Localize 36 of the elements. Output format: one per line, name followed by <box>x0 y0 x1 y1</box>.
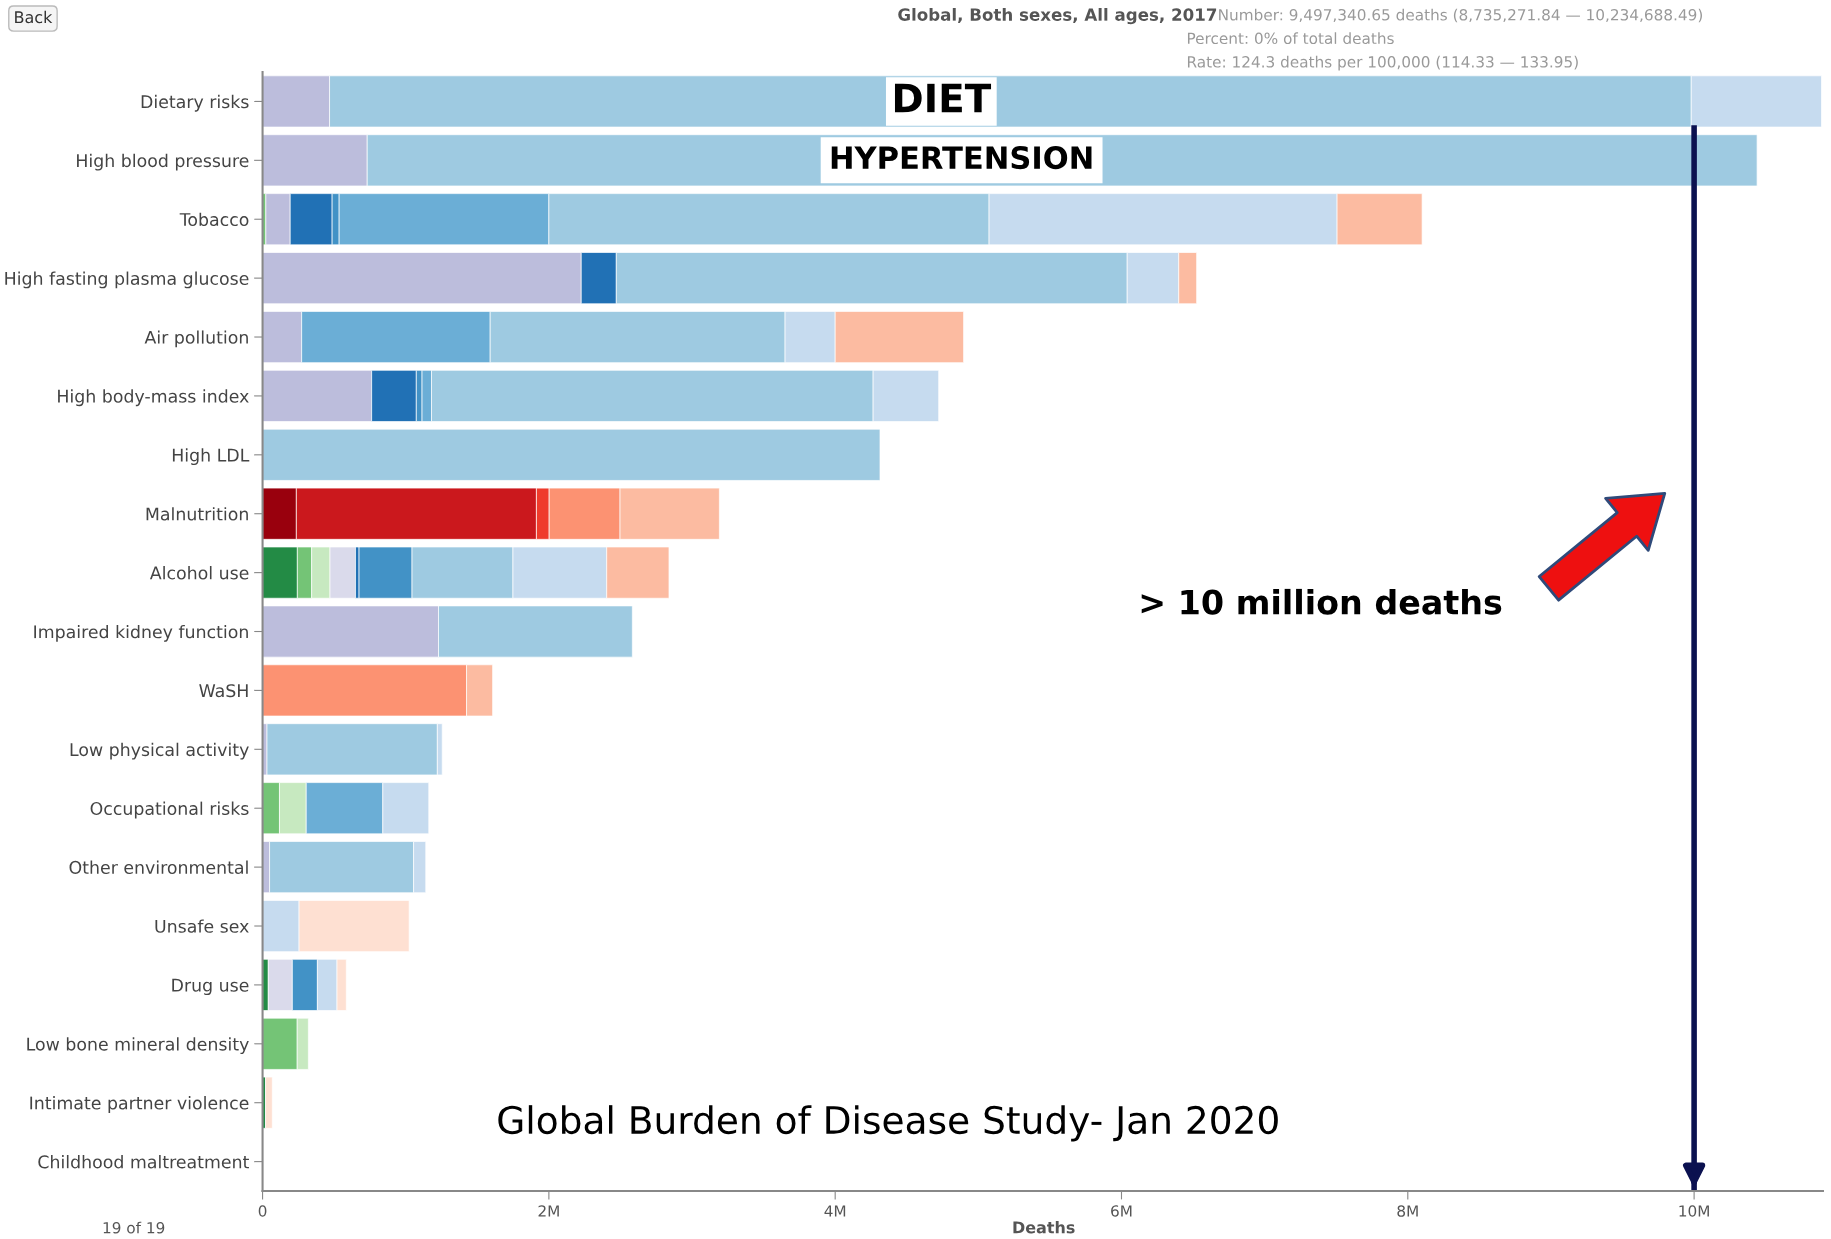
y-tick-label: Tobacco <box>179 212 249 227</box>
x-tick-label: 10M <box>1679 1205 1709 1217</box>
y-tick-label: Alcohol use <box>149 566 249 580</box>
y-tick-label: High fasting plasma glucose <box>5 271 249 289</box>
y-tick-label: Childhood maltreatment <box>38 1155 249 1169</box>
text: 19 of 19 <box>103 1221 165 1234</box>
text: Back <box>15 10 53 24</box>
text: Rate: 124.3 deaths per 100,000 (114.33 — 133.95) <box>1187 55 1578 71</box>
annotation: Global Burden of Disease Study- Jan 2020 <box>498 1105 1278 1142</box>
y-tick-label: Occupational risks <box>90 801 249 819</box>
y-tick-label: Dietary risks <box>141 94 249 112</box>
y-tick-label: High LDL <box>172 448 250 466</box>
y-tick-label: Malnutrition <box>146 507 248 521</box>
y-tick-label: Intimate partner violence <box>30 1096 249 1113</box>
y-tick-label: High blood pressure <box>77 153 249 171</box>
y-tick-label: WaSH <box>199 684 248 698</box>
y-tick-label: Low bone mineral density <box>27 1037 249 1055</box>
x-tick-label: 4M <box>824 1205 846 1217</box>
annotation: DIET <box>894 83 992 113</box>
y-tick-label: Low physical activity <box>70 742 249 760</box>
x-tick-label: 0 <box>258 1205 267 1217</box>
y-tick-label: Air pollution <box>144 330 248 348</box>
annotation: > 10 million deaths <box>1141 588 1502 615</box>
y-tick-label: Unsafe sex <box>155 919 249 933</box>
x-axis-title: Deaths <box>1013 1221 1075 1234</box>
x-tick-label: 2M <box>538 1205 559 1217</box>
y-tick-label: High body-mass index <box>58 389 249 407</box>
x-tick-label: 8M <box>1397 1205 1418 1217</box>
annotation: HYPERTENSION <box>831 146 1092 170</box>
y-tick-label: Drug use <box>172 978 249 996</box>
y-tick-label: Other environmental <box>69 860 248 874</box>
chart-title: Global, Both sexes, All ages, 2017 <box>898 7 1217 25</box>
text: Number: 9,497,340.65 deaths (8,735,271.84 — 10,234,688.49) <box>1219 8 1702 23</box>
x-tick-label: 6M <box>1111 1205 1132 1217</box>
text: Percent: 0% of total deaths <box>1187 32 1394 45</box>
y-tick-label: Impaired kidney function <box>34 624 248 642</box>
